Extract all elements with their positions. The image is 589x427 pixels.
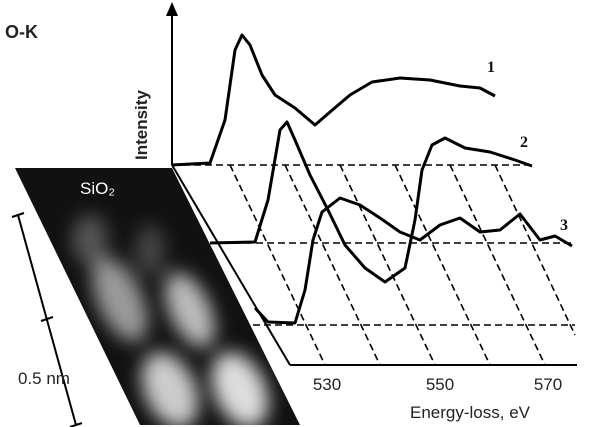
x-axis-label: Energy-loss, eV <box>410 403 531 422</box>
x-tick-label: 550 <box>426 375 454 394</box>
base-plane <box>166 2 577 366</box>
curve-label: 3 <box>560 217 568 234</box>
x-tick-label: 530 <box>313 375 341 394</box>
curve-label: 2 <box>520 134 528 151</box>
edge-label: O-K <box>5 22 38 42</box>
spectrum-2 <box>209 120 533 284</box>
curve-label: 1 <box>487 59 495 76</box>
image-label: SiO₂ <box>80 179 115 198</box>
scale-bar-label: 0.5 nm <box>18 369 70 388</box>
x-tick-label: 570 <box>534 375 562 394</box>
spectrum-1 <box>171 33 496 167</box>
y-axis-label: Intensity <box>132 90 151 160</box>
scale-bar <box>11 212 83 427</box>
spectrum-3 <box>253 196 573 325</box>
